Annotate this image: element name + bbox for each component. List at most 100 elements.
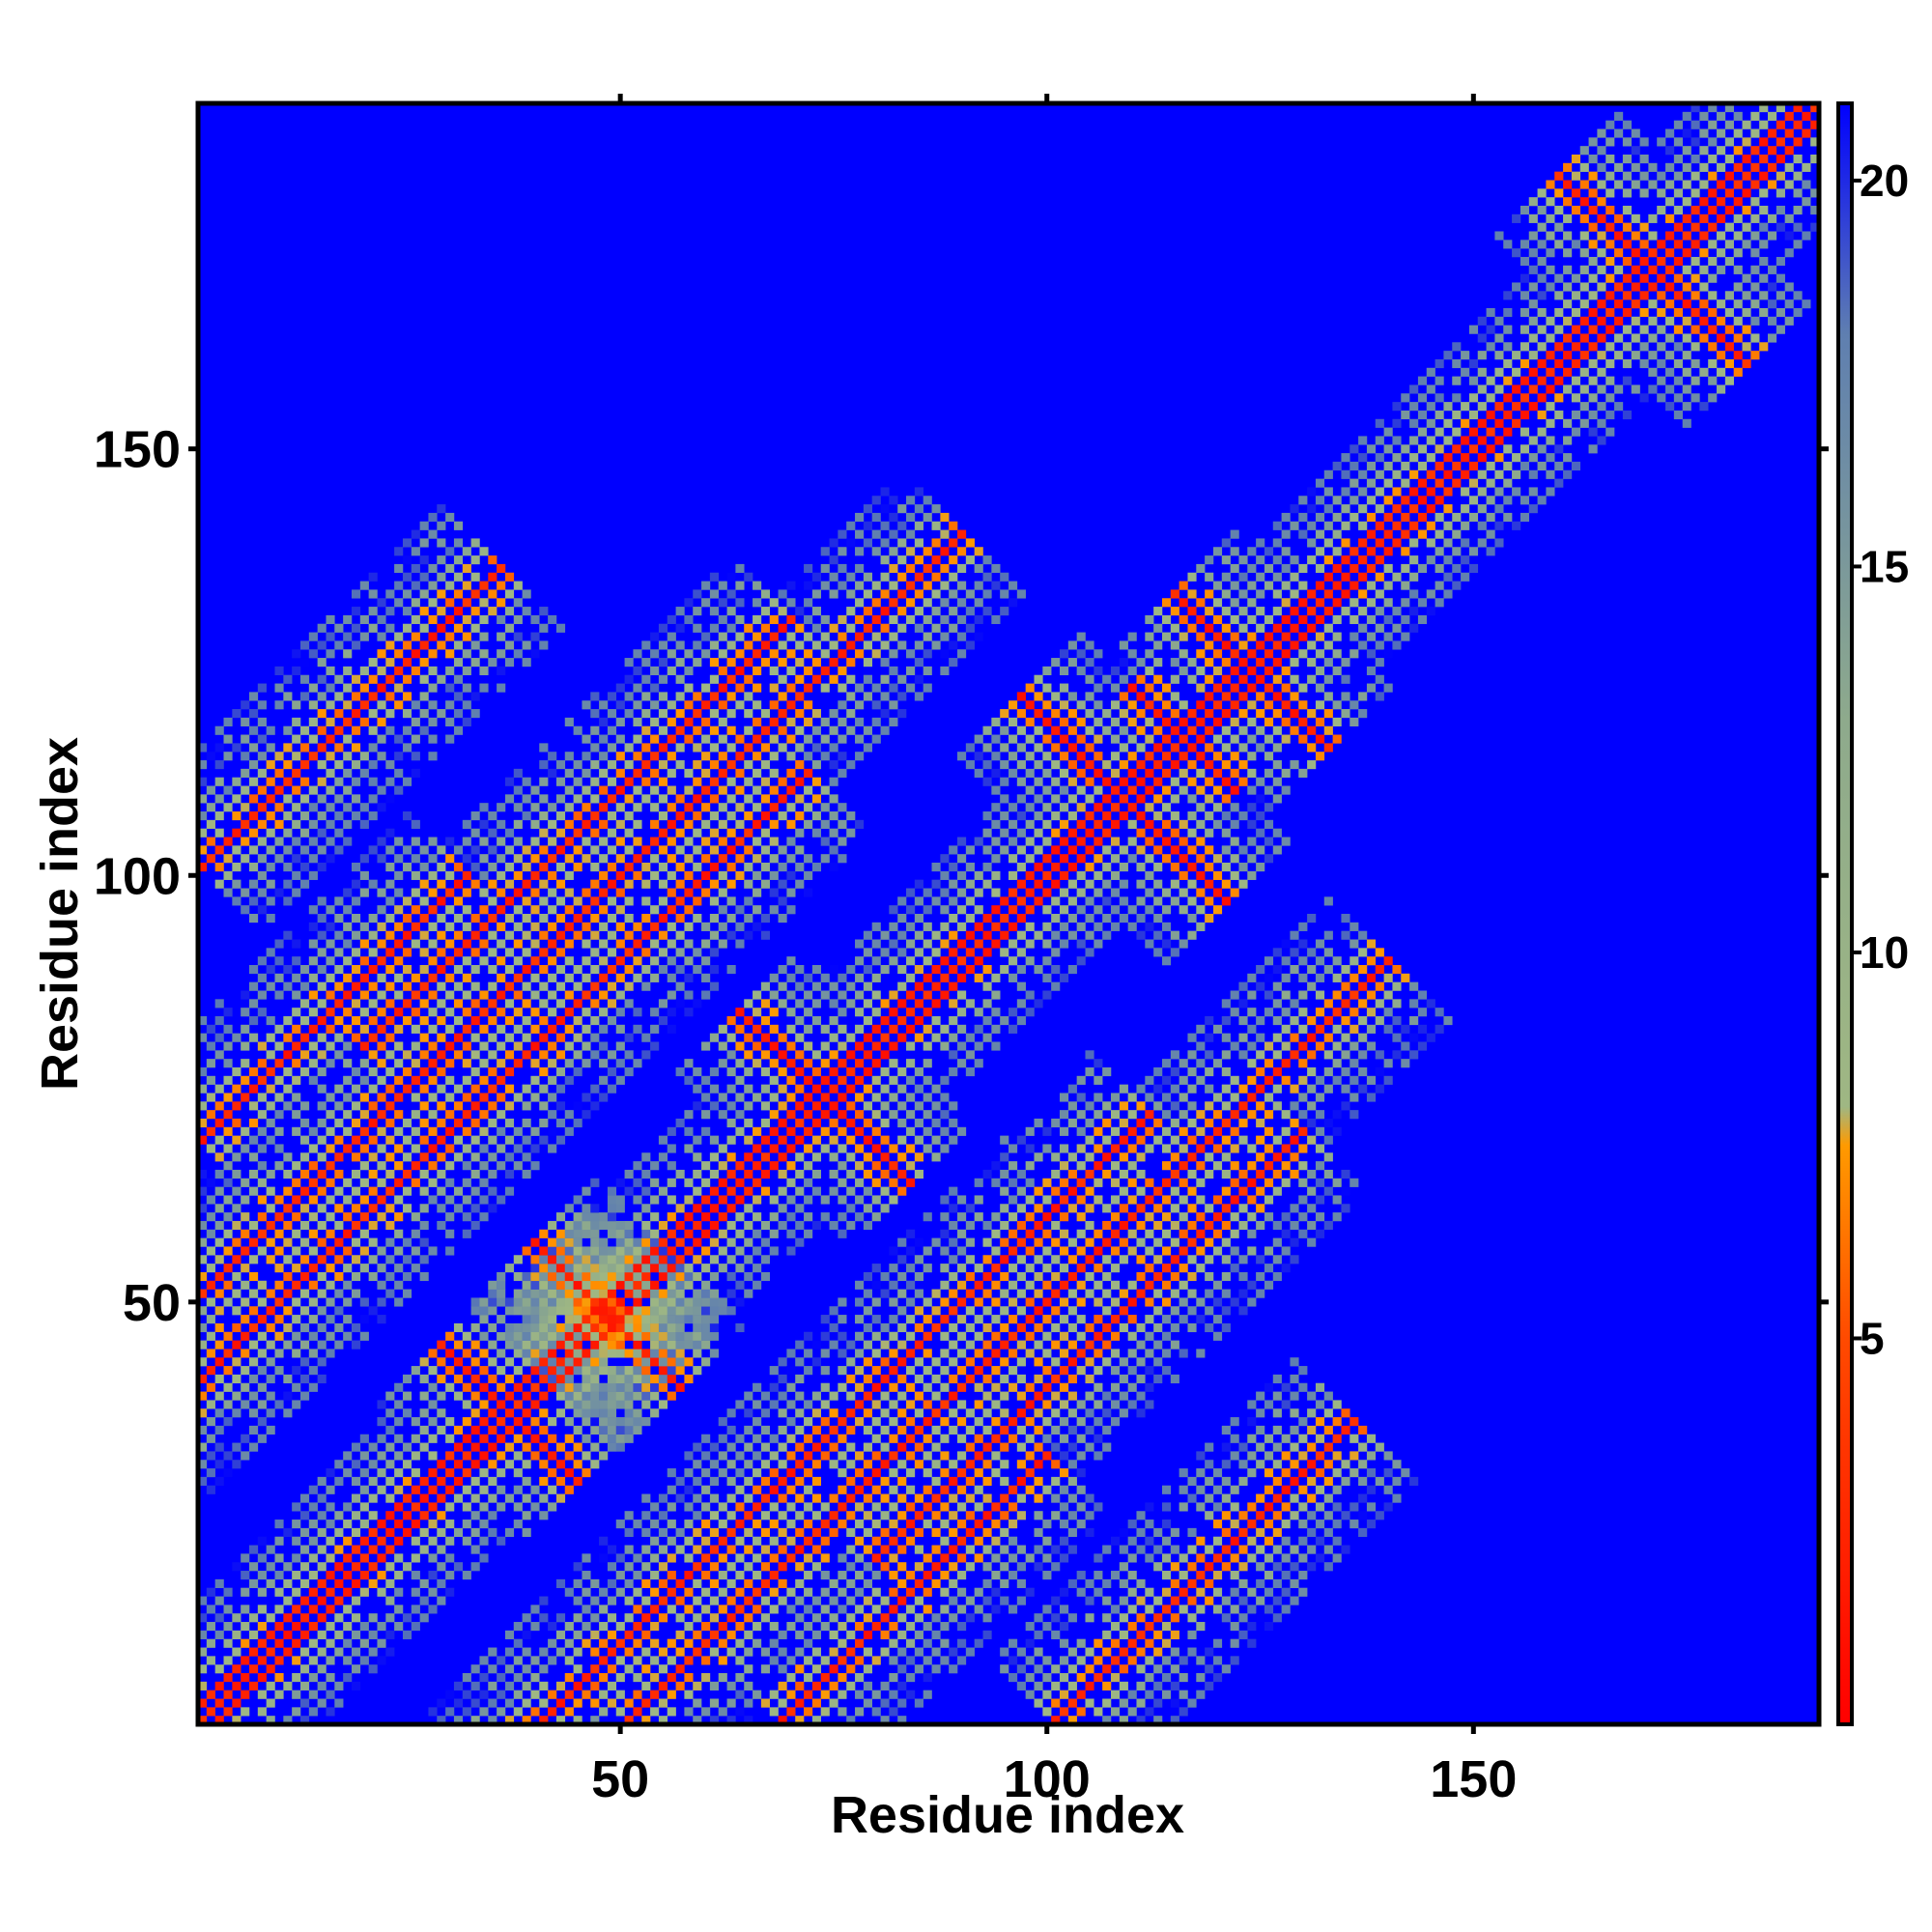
heatmap-cell bbox=[548, 888, 557, 897]
heatmap-cell bbox=[965, 964, 975, 975]
heatmap-cell bbox=[778, 1101, 787, 1111]
heatmap-cell bbox=[582, 1322, 591, 1333]
heatmap-cell bbox=[326, 1059, 335, 1068]
heatmap-cell bbox=[641, 1698, 651, 1708]
heatmap-cell bbox=[760, 1527, 771, 1537]
heatmap-cell bbox=[889, 922, 898, 931]
heatmap-cell bbox=[453, 1476, 464, 1487]
heatmap-cell bbox=[411, 1178, 420, 1187]
heatmap-cell bbox=[931, 1493, 941, 1503]
heatmap-cell bbox=[359, 1520, 369, 1529]
heatmap-cell bbox=[684, 1340, 694, 1350]
heatmap-cell bbox=[897, 1101, 907, 1111]
heatmap-cell bbox=[411, 1366, 420, 1376]
heatmap-cell bbox=[590, 1204, 600, 1213]
heatmap-cell bbox=[744, 1066, 753, 1077]
heatmap-cell bbox=[351, 1630, 361, 1639]
heatmap-cell bbox=[863, 1101, 872, 1111]
heatmap-cell bbox=[232, 1289, 242, 1298]
heatmap-cell bbox=[241, 1622, 250, 1632]
heatmap-cell bbox=[641, 1562, 651, 1572]
heatmap-cell bbox=[437, 1015, 446, 1026]
heatmap-cell bbox=[582, 1297, 591, 1307]
heatmap-cell bbox=[914, 1460, 923, 1469]
heatmap-cell bbox=[863, 1118, 872, 1128]
heatmap-cell bbox=[778, 1408, 787, 1418]
heatmap-cell bbox=[931, 1152, 941, 1162]
heatmap-cell bbox=[419, 1204, 429, 1213]
heatmap-cell bbox=[880, 1289, 890, 1298]
heatmap-cell bbox=[786, 1126, 796, 1136]
heatmap-cell bbox=[760, 981, 771, 991]
heatmap-cell bbox=[804, 598, 813, 608]
heatmap-cell bbox=[317, 845, 327, 855]
heatmap-cell bbox=[248, 1357, 259, 1367]
heatmap-cell bbox=[564, 854, 574, 864]
heatmap-cell bbox=[726, 1630, 736, 1639]
heatmap-cell bbox=[726, 1255, 736, 1264]
heatmap-cell bbox=[248, 1340, 259, 1350]
heatmap-cell bbox=[470, 607, 480, 616]
heatmap-cell bbox=[232, 1442, 242, 1452]
heatmap-cell bbox=[675, 1664, 685, 1674]
heatmap-cell bbox=[590, 1349, 600, 1358]
heatmap-cell bbox=[599, 854, 609, 864]
heatmap-cell bbox=[257, 1622, 267, 1632]
heatmap-cell bbox=[658, 623, 668, 633]
heatmap-cell bbox=[343, 1093, 353, 1102]
heatmap-cell bbox=[326, 1690, 335, 1699]
heatmap-cell bbox=[411, 990, 420, 1000]
heatmap-cell bbox=[428, 1008, 438, 1017]
heatmap-cell bbox=[820, 734, 830, 744]
heatmap-cell bbox=[633, 1195, 642, 1205]
heatmap-cell bbox=[555, 1264, 566, 1273]
heatmap-cell bbox=[906, 1280, 916, 1290]
heatmap-cell bbox=[504, 1135, 515, 1145]
heatmap-cell bbox=[923, 547, 932, 556]
heatmap-cell bbox=[232, 1647, 242, 1657]
heatmap-cell bbox=[701, 1229, 711, 1238]
heatmap-cell bbox=[633, 666, 642, 676]
heatmap-cell bbox=[769, 1110, 779, 1120]
heatmap-cell bbox=[744, 1289, 753, 1298]
heatmap-cell bbox=[317, 896, 327, 906]
heatmap-cell bbox=[889, 581, 898, 590]
heatmap-cell bbox=[241, 1690, 250, 1699]
heatmap-cell bbox=[470, 658, 480, 668]
heatmap-cell bbox=[778, 692, 787, 701]
heatmap-cell bbox=[351, 1118, 361, 1128]
heatmap-cell bbox=[855, 1502, 865, 1512]
heatmap-cell bbox=[786, 973, 796, 982]
heatmap-cell bbox=[709, 760, 720, 770]
heatmap-cell bbox=[940, 1451, 950, 1461]
heatmap-cell bbox=[437, 1578, 446, 1588]
heatmap-cell bbox=[564, 1024, 574, 1034]
heatmap-cell bbox=[880, 1545, 890, 1554]
heatmap-cell bbox=[923, 1024, 932, 1034]
heatmap-cell bbox=[257, 1195, 267, 1205]
heatmap-cell bbox=[274, 1144, 284, 1153]
heatmap-cell bbox=[846, 1493, 856, 1503]
heatmap-cell bbox=[334, 1306, 344, 1316]
heatmap-cell bbox=[299, 1220, 310, 1231]
heatmap-cell bbox=[274, 1024, 284, 1034]
heatmap-cell bbox=[419, 863, 429, 872]
heatmap-cell bbox=[548, 1357, 557, 1367]
heatmap-cell bbox=[530, 1264, 540, 1273]
heatmap-cell bbox=[863, 1425, 872, 1435]
heatmap-cell bbox=[223, 1093, 233, 1102]
heatmap-cell bbox=[351, 1562, 361, 1572]
heatmap-cell bbox=[599, 905, 609, 915]
heatmap-cell bbox=[906, 683, 916, 693]
heatmap-cell bbox=[753, 1587, 762, 1597]
heatmap-cell bbox=[880, 1527, 890, 1537]
heatmap-cell bbox=[726, 1135, 736, 1145]
heatmap-cell bbox=[982, 999, 992, 1009]
heatmap-cell bbox=[940, 1144, 950, 1153]
heatmap-cell bbox=[855, 1605, 865, 1614]
heatmap-cell bbox=[573, 1271, 582, 1282]
heatmap-cell bbox=[726, 572, 736, 582]
heatmap-cell bbox=[437, 1425, 446, 1435]
heatmap-cell bbox=[317, 1084, 327, 1094]
heatmap-cell bbox=[795, 1716, 805, 1725]
